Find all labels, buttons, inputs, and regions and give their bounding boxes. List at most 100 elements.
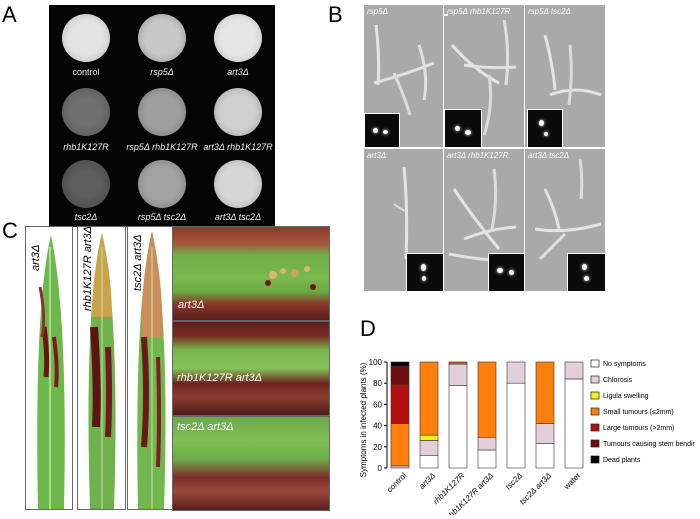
colony-rsp5-rhb1 [138, 88, 186, 136]
legend-swatch [590, 391, 600, 400]
bar-segment [419, 454, 439, 469]
micrograph-label: rsp5Δ tsc2Δ [528, 7, 571, 16]
colony-rsp5 [138, 14, 186, 62]
y-tick-label: 40 [373, 422, 382, 431]
bar-segment [477, 436, 497, 451]
bar-segment [390, 423, 410, 467]
x-tick-label: tsc2Δ [504, 471, 525, 492]
closeup-rhb1-art3: rhb1K127R art3Δ [172, 321, 330, 416]
bar-segment [564, 361, 584, 380]
closeup-label: rhb1K127R art3Δ [177, 372, 263, 384]
label-art3: art3Δ [227, 67, 249, 77]
leaf-label: art3Δ [30, 244, 42, 271]
bar-segment [390, 383, 410, 424]
bar-segment [448, 361, 468, 364]
legend-swatch [590, 439, 600, 448]
colony-tsc2 [62, 160, 110, 208]
micrograph-label: art3Δ rhb1K127R [447, 151, 509, 160]
micrograph-label: rsp5Δ [367, 7, 388, 16]
y-tick-label: 100 [369, 358, 383, 367]
legend-label: Small tumours (≤2mm) [603, 409, 674, 416]
fluorescence-inset [406, 253, 443, 291]
label-rsp5-rhb1: rsp5Δ rhb1K127R [126, 142, 198, 152]
micrograph-art3-rhb1: art3Δ rhb1K127R [444, 149, 524, 291]
y-tick-label: 80 [373, 379, 382, 388]
bar-segment [564, 378, 584, 469]
fluorescence-inset [527, 109, 563, 147]
bar-segment [506, 361, 526, 384]
closeup-art3: art3Δ [172, 226, 330, 321]
legend-label: Large tumours (>2mm) [603, 425, 674, 432]
fluorescence-inset [444, 109, 482, 147]
panel-b-letter: B [328, 2, 343, 27]
leaf-label: tsc2Δ art3Δ [132, 234, 144, 291]
micrograph-label: art3Δ tsc2Δ [528, 151, 570, 160]
leaf-tsc2-art3: tsc2Δ art3Δ [127, 226, 173, 510]
micrograph-rsp5-rhb1: rsp5Δ rhb1K127R [444, 5, 524, 147]
colony-art3 [214, 14, 262, 62]
bar-segment [477, 361, 497, 438]
micrograph-rsp5: rsp5Δ [364, 5, 443, 147]
label-art3-tsc2: art3Δ tsc2Δ [214, 212, 262, 222]
legend-label: Tumours causing stem bending [603, 441, 695, 448]
bar-segment [535, 423, 555, 444]
symptoms-stacked-bar-chart: Symptoms in infected plants (%) 0 20 40 60 8… [359, 358, 695, 515]
closeup-label: tsc2Δ art3Δ [177, 421, 234, 433]
colony-rsp5-tsc2 [138, 160, 186, 208]
microscopy-grid: rsp5Δ rsp5Δ rhb1K127R rsp5Δ tsc2Δ [364, 5, 687, 291]
legend-swatch [590, 455, 600, 464]
micrograph-label: rsp5Δ rhb1K127R [447, 7, 511, 16]
bar-segment [419, 434, 439, 441]
colony-growth-plate: control rsp5Δ art3Δ rhb1K127R rsp5Δ rhb1… [49, 5, 275, 227]
fluorescence-inset [488, 253, 524, 291]
x-tick-label: art3Δ [417, 471, 437, 491]
colony-art3-rhb1 [214, 88, 262, 136]
legend-label: Chlorosis [603, 377, 633, 384]
micrograph-art3: art3Δ [364, 149, 443, 291]
y-tick-label: 20 [373, 443, 382, 452]
leaf-art3: art3Δ [25, 226, 73, 510]
legend-label: No symptoms [603, 361, 646, 368]
leaf-label: rhb1K127R art3Δ [82, 226, 94, 311]
label-rsp5-tsc2: rsp5Δ tsc2Δ [137, 212, 187, 222]
label-art3-rhb1: art3Δ rhb1K127R [203, 142, 273, 152]
bar-segment [477, 449, 497, 469]
legend-label: Ligula swelling [603, 393, 649, 400]
micrograph-label: art3Δ [367, 151, 387, 160]
label-tsc2: tsc2Δ [74, 212, 98, 222]
x-tick-label: water [561, 471, 582, 492]
bar-segment [535, 443, 555, 469]
colony-control [62, 14, 110, 62]
panel-d-letter: D [360, 316, 376, 341]
panel-a-letter: A [2, 2, 17, 27]
bar-segment [390, 465, 410, 469]
colony-rhb1 [62, 88, 110, 136]
legend-swatch [590, 359, 600, 368]
bar-segment [390, 365, 410, 385]
panel-c-letter: C [2, 218, 18, 243]
y-tick-label: 60 [373, 400, 382, 409]
bar-segment [448, 363, 468, 386]
colony-art3-tsc2 [214, 160, 262, 208]
closeup-label: art3Δ [178, 299, 205, 311]
legend-swatch [590, 375, 600, 384]
legend-label: Dead plants [603, 457, 641, 464]
fluorescence-inset [364, 113, 400, 147]
bar-segment [419, 361, 439, 436]
label-control: control [72, 67, 100, 77]
label-rsp5: rsp5Δ [150, 67, 174, 77]
label-rhb1: rhb1K127R [63, 142, 109, 152]
y-axis-label: Symptoms in infected plants (%) [359, 362, 368, 477]
scale-bar [444, 14, 448, 16]
bar-segment [419, 440, 439, 456]
bar-segment [448, 385, 468, 469]
fluorescence-inset [567, 253, 605, 291]
x-tick-label: control [385, 471, 409, 495]
bar-segment [390, 361, 410, 367]
bar-segment [506, 382, 526, 469]
leaf-rhb1-art3: rhb1K127R art3Δ [77, 226, 126, 510]
micrograph-art3-tsc2: art3Δ tsc2Δ [525, 149, 605, 291]
bar-segment [535, 361, 555, 424]
y-tick-label: 0 [378, 464, 383, 473]
micrograph-rsp5-tsc2: rsp5Δ tsc2Δ [525, 5, 605, 147]
